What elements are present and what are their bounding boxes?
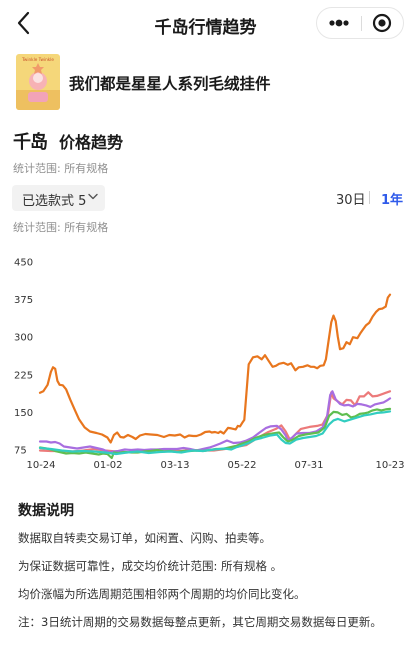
series-line-3: [38, 390, 392, 454]
range-1-year[interactable]: 1年: [381, 193, 404, 208]
scope-label: 统计范围: 所有规格: [13, 162, 109, 175]
style-selector-dropdown[interactable]: 已选款式 5: [12, 185, 105, 211]
page-title: 千岛行情趋势: [154, 18, 257, 38]
price-trend-header: 千岛 价格趋势: [13, 128, 313, 153]
product-thumbnail: Twinkle Twinkle: [16, 54, 60, 110]
section-title: 价格趋势: [59, 133, 124, 152]
capsule-divider: [361, 16, 362, 31]
more-dots-icon[interactable]: [317, 8, 361, 38]
navigation-bar: 千岛行情趋势: [0, 0, 411, 46]
product-header[interactable]: Twinkle Twinkle 我们都是星星人系列毛绒挂件: [16, 54, 396, 110]
note-line-2: 为保证数据可靠性，成交均价统计范围: 所有规格 。: [18, 559, 283, 573]
x-tick-label: 10-23: [375, 460, 404, 471]
notes-title: 数据说明: [18, 503, 74, 519]
range-30-days[interactable]: 30日: [336, 193, 366, 208]
series-line-1: [38, 293, 392, 444]
x-tick-label: 01-02: [93, 460, 122, 471]
y-tick-label: 75: [14, 446, 27, 457]
note-line-1: 数据取自转卖交易订单，如闲置、闪购、拍卖等。: [18, 531, 271, 545]
x-tick-label: 05-22: [227, 460, 256, 471]
chevron-down-icon: [88, 193, 98, 200]
series-line-5: [38, 410, 392, 456]
style-selector-label: 已选款式 5: [22, 194, 87, 209]
y-tick-label: 450: [14, 258, 33, 269]
y-tick-label: 225: [14, 370, 33, 381]
price-trend-chart[interactable]: 450 375 300 225 150 75 10-24 01-02 03-13 05-22 07-…: [0, 250, 411, 474]
thumbnail-text: Twinkle Twinkle: [21, 57, 54, 62]
x-tick-label: 10-24: [26, 460, 55, 471]
scope-label-secondary: 统计范围: 所有规格: [13, 221, 109, 234]
y-tick-label: 150: [14, 408, 33, 419]
brand-logo: 千岛: [13, 132, 48, 153]
x-tick-label: 07-31: [294, 460, 323, 471]
note-line-4: 注：3日统计周期的交易数据每整点更新，其它周期交易数据每日更新。: [18, 615, 382, 629]
y-tick-label: 375: [14, 295, 33, 306]
target-close-icon[interactable]: [362, 8, 404, 38]
note-line-3: 均价涨幅为所选周期范围相邻两个周期的均价同比变化。: [18, 587, 306, 601]
range-divider: [369, 191, 370, 204]
y-tick-label: 300: [14, 333, 33, 344]
chevron-left-icon[interactable]: [12, 10, 36, 36]
x-tick-label: 03-13: [160, 460, 189, 471]
mini-program-capsule: [316, 7, 404, 39]
product-name: 我们都是星星人系列毛绒挂件: [69, 75, 271, 93]
